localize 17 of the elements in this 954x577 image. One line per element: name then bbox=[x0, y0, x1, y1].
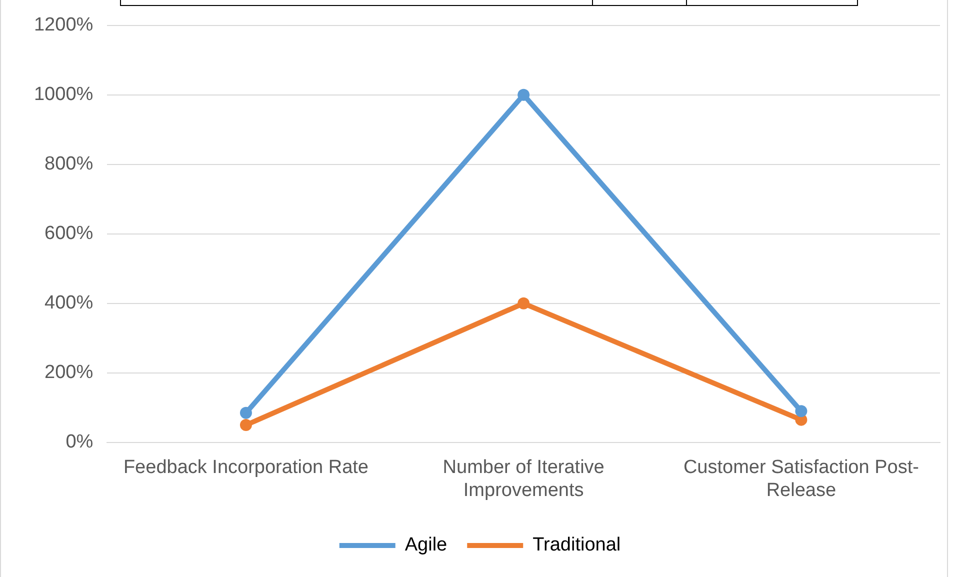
point bbox=[518, 88, 530, 101]
x-tick-label: Number of Iterative Improvements bbox=[442, 457, 604, 501]
point bbox=[518, 297, 530, 310]
y-tick-label: 1200% bbox=[34, 14, 94, 36]
point bbox=[795, 405, 808, 418]
legend-label: Agile bbox=[404, 534, 448, 556]
x-tick-label: Feedback Incorporation Rate bbox=[123, 457, 368, 478]
point bbox=[240, 406, 252, 419]
legend-label: Traditional bbox=[532, 534, 621, 556]
y-tick-label: 800% bbox=[44, 154, 94, 175]
x-tick-label: Customer Satisfaction Post-Release bbox=[683, 457, 919, 501]
y-tick-label: 200% bbox=[44, 362, 94, 384]
y-tick-label: 400% bbox=[44, 292, 94, 314]
y-tick-label: 1000% bbox=[34, 84, 94, 106]
y-tick-label: 0% bbox=[66, 432, 94, 453]
point bbox=[240, 419, 252, 432]
y-tick-label: 600% bbox=[44, 223, 94, 244]
